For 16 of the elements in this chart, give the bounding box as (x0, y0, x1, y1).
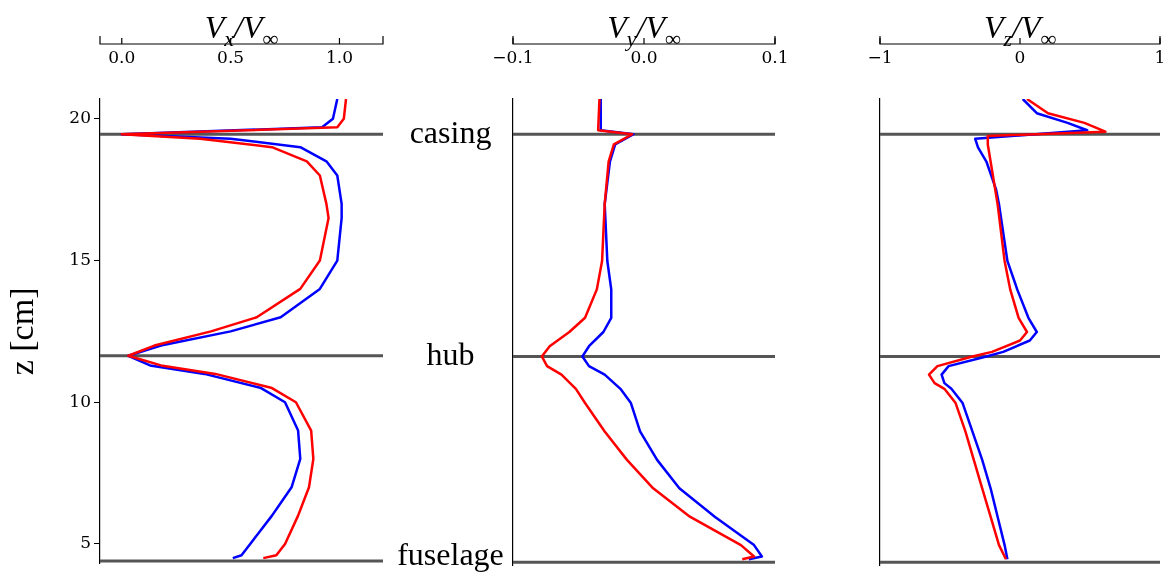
x-tick-label: 0.1 (761, 46, 789, 67)
y-tick-label: 10 (69, 390, 91, 411)
x-tick-label: 0.5 (217, 46, 245, 67)
x-tick-label: 0.0 (108, 46, 136, 67)
x-tick-label: −0.1 (492, 46, 534, 67)
ref-line-label: fuselage (397, 536, 504, 573)
ref-line-label: casing (409, 113, 492, 150)
x-tick-label: 1 (1154, 46, 1166, 67)
y-tick-label: 20 (69, 107, 91, 128)
y-tick-label: 15 (69, 248, 91, 269)
ref-line-label: hub (426, 335, 475, 372)
x-tick-label: −1 (867, 46, 893, 67)
y-tick-label: 5 (80, 532, 91, 553)
x-tick-label: 1.0 (325, 46, 353, 67)
x-tick-label: 0 (1014, 46, 1026, 67)
y-axis-title: z [cm] (3, 287, 41, 376)
